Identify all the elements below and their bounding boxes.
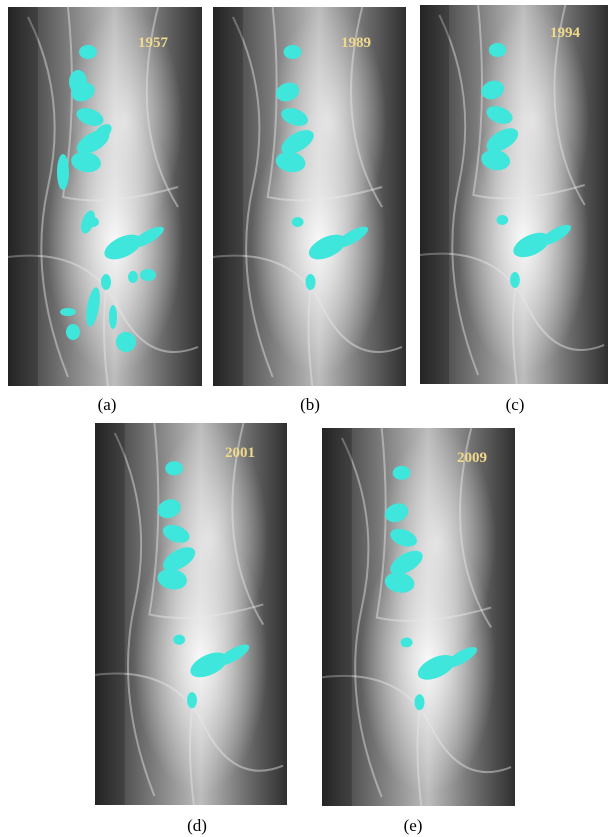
glacier <box>510 272 520 288</box>
glacier <box>415 694 425 710</box>
glacier <box>497 215 509 225</box>
glacier <box>284 45 302 59</box>
glacier <box>401 637 413 647</box>
dem-panel: 1989 <box>213 7 406 386</box>
panel-caption: (d) <box>167 816 227 836</box>
figure: 1957 (a) 1989 (b) 1994 (c) 2001 (d) 2009 (e) <box>0 0 609 837</box>
dem-panel: 1994 <box>420 5 608 384</box>
panel-caption: (b) <box>280 395 340 415</box>
shade <box>213 7 243 386</box>
dem-panel: 1957 <box>8 7 202 386</box>
year-label: 1989 <box>341 35 371 51</box>
glacier <box>187 692 197 708</box>
glacier <box>79 45 97 59</box>
shade <box>95 423 125 805</box>
panel-caption: (e) <box>383 816 443 836</box>
year-label: 1994 <box>550 25 581 41</box>
glacier <box>140 269 156 281</box>
glacier <box>101 274 111 290</box>
panel-caption: (a) <box>77 395 137 415</box>
shade <box>8 7 38 386</box>
glacier <box>173 635 185 645</box>
glacier <box>116 332 136 352</box>
glacier <box>109 305 117 329</box>
glacier <box>393 466 411 480</box>
glacier <box>128 271 138 283</box>
dem-panel: 2001 <box>95 423 287 805</box>
glacier <box>292 217 304 227</box>
panel-caption: (c) <box>485 395 545 415</box>
glacier <box>57 154 69 190</box>
year-label: 1957 <box>138 35 169 51</box>
shade <box>322 428 352 806</box>
year-label: 2009 <box>457 450 487 466</box>
glacier <box>69 70 87 94</box>
year-label: 2001 <box>225 445 255 461</box>
dem-panel: 2009 <box>322 428 515 806</box>
glacier <box>66 324 80 340</box>
glacier <box>306 274 316 290</box>
glacier <box>165 461 183 475</box>
shade <box>420 5 449 384</box>
glacier <box>489 43 506 57</box>
glacier <box>60 308 76 316</box>
